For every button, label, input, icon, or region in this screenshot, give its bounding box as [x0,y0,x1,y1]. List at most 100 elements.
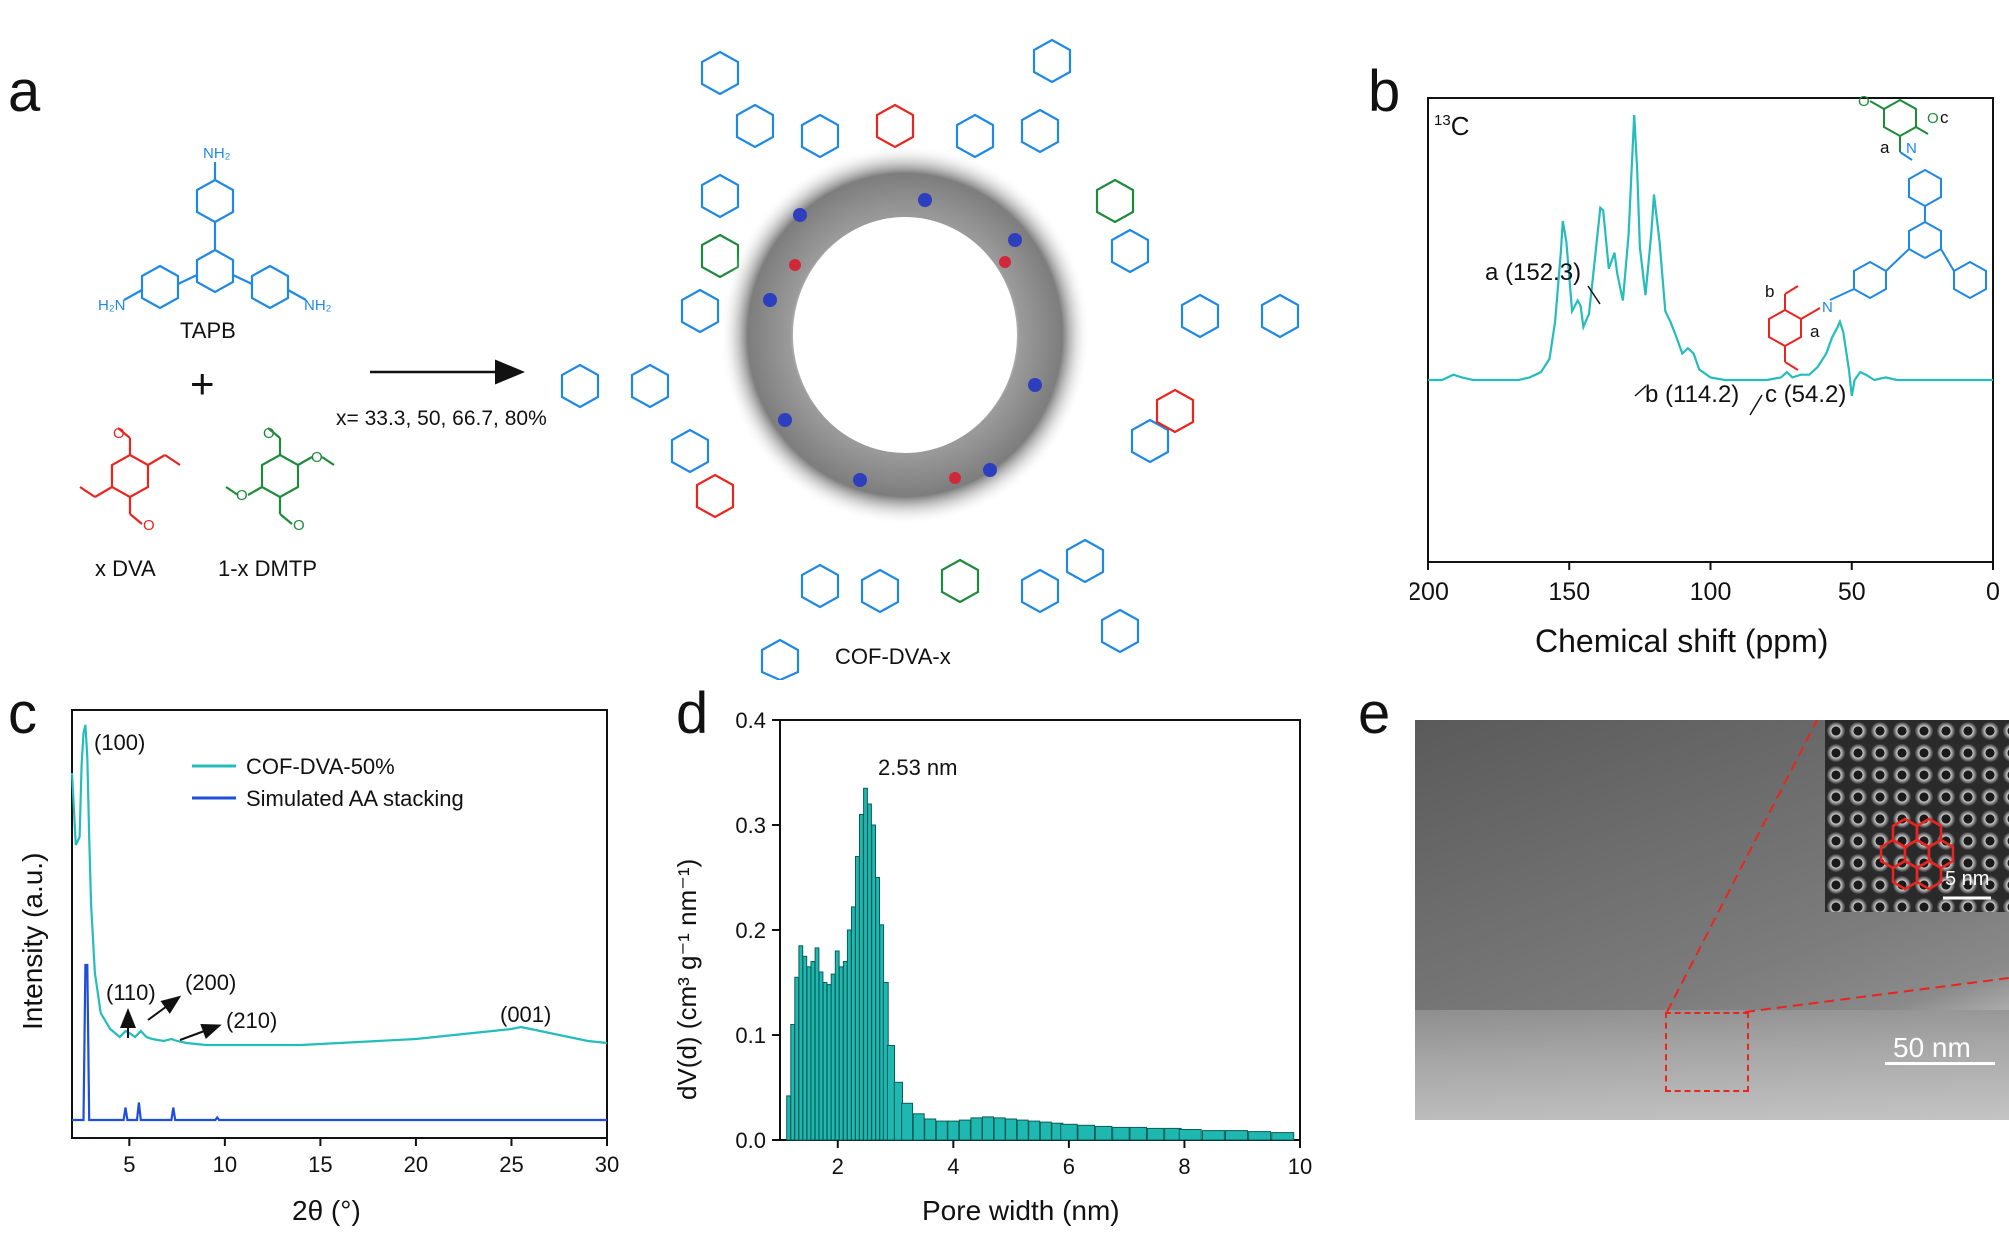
cof-framework [560,38,1300,680]
pore-bar [901,1102,914,1141]
panel-letter-d: d [676,681,709,746]
tem-zoom-lines [1666,720,2009,1013]
pore-y-tick-label: 0.1 [735,1023,766,1048]
pore-bar [970,1117,983,1141]
nmr-inset-methoxy-o1: O [1858,93,1870,110]
pore-bar [912,1113,925,1141]
nmr-x-tick-label: 50 [1838,578,1866,606]
pxrd-frame [71,709,608,1139]
nmr-frame [1427,97,1994,563]
pore-x-tick-label: 4 [947,1154,959,1179]
pore-ticks-group: 2 4 6 8 10 0.0 0.1 0.2 0.3 0.4 [735,708,1312,1179]
pxrd-x-tick-label: 30 [595,1152,619,1177]
dmtp-methoxy-right: O [311,449,323,466]
nmr-peak-label-c: c (54.2) [1765,381,1846,408]
pore-bar [822,982,828,1141]
tem-carbon-support [1415,1010,2009,1120]
pore-x-tick-label: 10 [1288,1154,1312,1179]
pore-bar [924,1118,937,1141]
nmr-inset-label-c: c [1940,108,1949,127]
pore-bar [851,906,856,1141]
pxrd-series-exp [70,724,608,1047]
pore-bar [1129,1126,1147,1141]
pore-bar [886,1045,895,1141]
pore-bar [947,1120,960,1141]
tem-inset-hexagon-overlay [1879,817,1991,900]
pxrd-series-sim [72,963,607,1122]
nmr-inset-n-bottom: N [1822,299,1833,316]
pxrd-trace-group [70,724,608,1122]
nmr-inset-label-a-bottom: a [1810,322,1820,341]
panel-d-pore-chart: 2 4 6 8 10 0.0 0.1 0.2 0.3 0.4 2.53 nm dV(d) (cm³… [672,708,1312,1226]
pore-bar [846,929,852,1141]
pore-bar [1094,1125,1113,1141]
nmr-peak-c-leader [1749,394,1763,416]
nmr-x-tick-label: 150 [1548,578,1590,606]
pore-peak-annotation: 2.53 nm [878,755,958,780]
pxrd-annotation-100: (100) [94,730,145,755]
pore-y-tick-label: 0.3 [735,813,766,838]
plus-sign: + [190,360,215,407]
nmr-inset-n-top: N [1906,140,1917,157]
pore-bar [1060,1123,1078,1141]
pore-x-tick-label: 2 [832,1154,844,1179]
nmr-x-axis-label: Chemical shift (ppm) [1535,623,1828,659]
nmr-inset-structure [1768,98,1987,371]
pxrd-x-tick-label: 10 [213,1152,237,1177]
dmtp-label: 1-x DMTP [218,556,317,581]
pxrd-arrow-200 [147,995,182,1021]
dmtp-molecule [225,427,335,525]
pore-x-axis-label: Pore width (nm) [922,1195,1120,1226]
pore-bar [1225,1130,1248,1141]
pore-bars-group [786,787,1295,1141]
pore-bar [1077,1124,1095,1141]
pore-bar [859,814,864,1141]
pxrd-y-axis-label: Intensity (a.u.) [17,853,48,1030]
tapb-label: TAPB [180,318,236,343]
pore-bar [958,1119,971,1141]
pore-bar [794,976,800,1141]
pore-bar [867,803,872,1141]
dmtp-oxygen-bottom: O [293,517,305,534]
pore-bar [863,787,868,1141]
pxrd-legend-label-exp: COF-DVA-50% [246,754,395,779]
pore-bar [1028,1120,1041,1141]
pore-bar [1112,1126,1130,1141]
nmr-inset-label-a-top: a [1880,138,1890,157]
pore-bar [1039,1121,1052,1141]
pore-y-tick-label: 0.2 [735,918,766,943]
pore-bar [1016,1119,1029,1141]
pore-bar [875,877,880,1141]
dmtp-methoxy-left: O [236,487,248,504]
pxrd-x-tick-label: 20 [404,1152,428,1177]
pore-bar [1248,1131,1272,1141]
pxrd-annotation-200: (200) [185,970,236,995]
nmr-peak-a-leader [1587,285,1601,305]
tem-inset-scale-label: 5 nm [1945,868,1990,890]
pore-bar [802,955,808,1141]
pxrd-x-tick-label: 15 [308,1152,332,1177]
pxrd-annotation-210: (210) [226,1008,277,1033]
dva-molecule [79,427,181,525]
nmr-nucleus-label: 13C [1434,111,1469,141]
reaction-condition: x= 33.3, 50, 66.7, 80% [336,407,547,430]
tem-selection-box [1665,1012,1749,1092]
pore-bar [855,856,860,1141]
panel-letter-c: c [8,681,37,746]
pore-bar [1178,1129,1202,1141]
pore-bar [818,971,824,1141]
nmr-trace-group [1428,114,1993,397]
pore-bar [842,961,848,1141]
nmr-peak-label-b: b (114.2) [1645,381,1739,408]
pore-bar [838,966,844,1141]
pore-bar [993,1117,1006,1141]
pore-bar [798,945,804,1141]
pxrd-x-tick-label: 25 [499,1152,523,1177]
tem-scale-bar [1885,1062,1995,1065]
nmr-peak-b-leader [1634,385,1647,397]
pore-nitrogen-atoms [763,193,1042,487]
pore-bar [1201,1130,1225,1141]
pore-y-tick-label: 0.4 [735,708,766,733]
panel-letter-a: a [8,59,41,124]
panel-letter-e: e [1358,681,1391,746]
